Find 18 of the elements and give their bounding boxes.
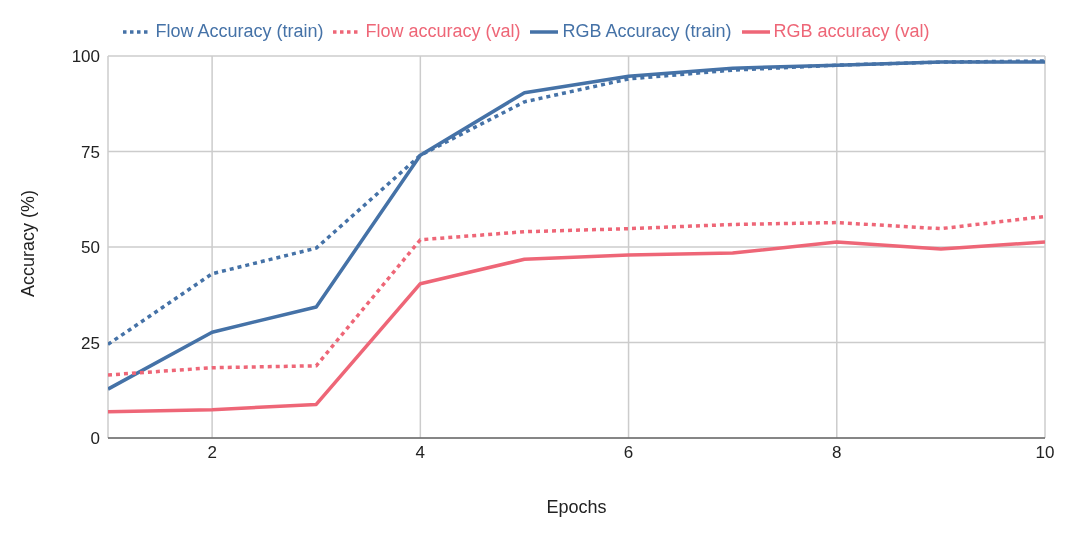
legend-label: RGB Accuracy (train)	[562, 20, 732, 41]
y-tick-label: 50	[81, 238, 100, 258]
legend-label: Flow Accuracy (train)	[155, 20, 324, 41]
y-axis-title: Accuracy (%)	[18, 189, 39, 297]
y-tick-label: 100	[71, 47, 100, 67]
x-tick-label: 6	[623, 443, 634, 463]
y-tick-label: 75	[81, 142, 100, 162]
legend-label: Flow accuracy (val)	[365, 20, 521, 41]
line-series	[108, 240, 1045, 414]
x-tick-label: 4	[415, 443, 426, 463]
legend-label: RGB accuracy (val)	[773, 20, 930, 41]
y-tick-label: 25	[81, 333, 100, 353]
x-axis-title: Epochs	[546, 497, 607, 517]
x-tick-label: 10	[1035, 443, 1055, 463]
y-tick-label: 0	[90, 429, 100, 449]
x-tick-label: 2	[207, 443, 217, 463]
line-series	[108, 214, 1045, 377]
x-tick-label: 8	[832, 443, 842, 463]
